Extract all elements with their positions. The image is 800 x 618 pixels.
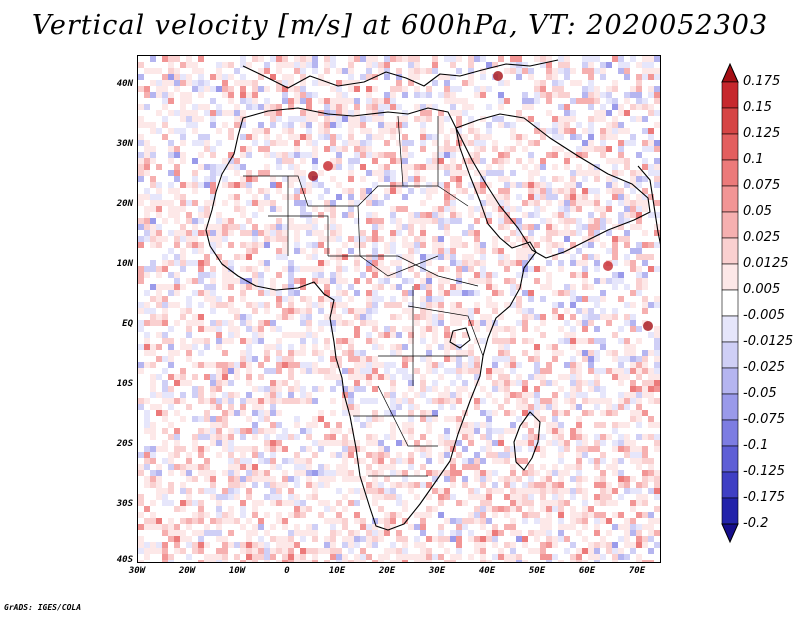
colorbar-swatch — [721, 133, 739, 161]
velocity-field — [138, 56, 660, 562]
grads-credit: GrADS: IGES/COLA — [4, 603, 82, 612]
colorbar-label: -0.175 — [743, 490, 785, 505]
colorbar-label: 0.05 — [743, 204, 772, 219]
colorbar-label: -0.1 — [743, 438, 769, 453]
lon-tick-label: 20E — [378, 566, 396, 576]
europe-coastline — [242, 59, 559, 89]
lon-tick-label: 20W — [178, 566, 196, 576]
colorbar-swatch — [721, 81, 739, 109]
colorbar-label: 0.005 — [743, 282, 781, 297]
lat-tick-label: 40S — [116, 555, 133, 565]
colorbar-label: -0.2 — [743, 516, 769, 531]
colorbar-label: 0.1 — [743, 152, 764, 167]
madagascar-coastline — [513, 411, 541, 471]
lat-tick-label: 40N — [116, 79, 133, 89]
lat-tick-label: 30N — [116, 139, 133, 149]
lon-tick-label: 30W — [128, 566, 146, 576]
lat-tick-label: 30S — [116, 499, 133, 509]
colorbar-label: 0.15 — [743, 100, 772, 115]
colorbar-label: 0.175 — [743, 74, 781, 89]
lon-tick-label: 70E — [628, 566, 646, 576]
colorbar-label: 0.0125 — [743, 256, 789, 271]
colorbar-label: -0.125 — [743, 464, 785, 479]
chart-title: Vertical velocity [m/s] at 600hPa, VT: 2… — [31, 10, 769, 41]
colorbar-swatch — [721, 393, 739, 421]
colorbar-swatch — [721, 159, 739, 187]
colorbar-swatch — [721, 445, 739, 473]
colorbar-swatch — [721, 107, 739, 135]
colorbar-swatch — [721, 263, 739, 291]
map-panel — [137, 55, 661, 563]
lon-tick-label: 0 — [284, 566, 290, 576]
lon-tick-label: 10E — [328, 566, 346, 576]
colorbar-label: -0.0125 — [743, 334, 794, 349]
lat-tick-label: 20S — [116, 439, 133, 449]
colorbar-label: -0.05 — [743, 386, 777, 401]
colorbar-swatch — [721, 341, 739, 369]
velocity-field-map — [138, 56, 660, 562]
colorbar-swatch — [721, 237, 739, 265]
colorbar-swatch — [721, 289, 739, 317]
coastlines — [205, 59, 660, 531]
colorbar-swatch — [721, 315, 739, 343]
colorbar-swatch — [721, 471, 739, 499]
colorbar-label: -0.025 — [743, 360, 785, 375]
lon-tick-label: 60E — [578, 566, 596, 576]
arabia-coastline — [455, 113, 651, 259]
colorbar-swatch — [721, 419, 739, 447]
lat-tick-label: 10N — [116, 259, 133, 269]
colorbar-max-arrow — [721, 62, 739, 83]
colorbar-label: -0.005 — [743, 308, 785, 323]
colorbar-label: 0.125 — [743, 126, 781, 141]
lat-tick-label: 20N — [116, 199, 133, 209]
lon-tick-label: 10W — [228, 566, 246, 576]
lat-tick-label: EQ — [122, 319, 133, 329]
colorbar-label: 0.025 — [743, 230, 781, 245]
colorbar-swatch — [721, 367, 739, 395]
colorbar-swatch — [721, 211, 739, 239]
india-coastline — [637, 165, 660, 245]
lon-tick-label: 30E — [428, 566, 446, 576]
lon-tick-label: 50E — [528, 566, 546, 576]
colorbar-label: 0.075 — [743, 178, 781, 193]
country-borders — [243, 115, 484, 477]
colorbar-swatch — [721, 497, 739, 525]
colorbar-label: -0.075 — [743, 412, 785, 427]
africa-coastline — [205, 107, 537, 531]
colorbar-min-arrow — [721, 523, 739, 544]
lon-tick-label: 40E — [478, 566, 496, 576]
lat-tick-label: 10S — [116, 379, 133, 389]
lake-victoria — [449, 327, 471, 349]
colorbar-swatch — [721, 185, 739, 213]
